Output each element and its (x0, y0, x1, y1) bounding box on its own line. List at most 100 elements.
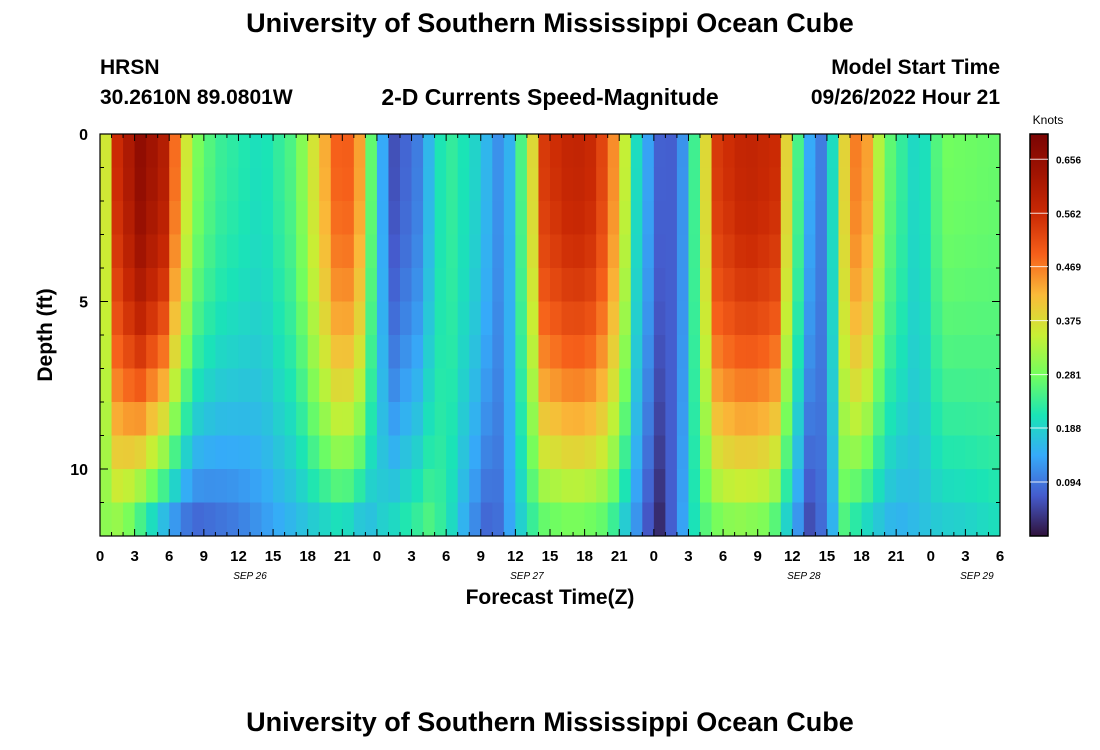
heatmap-cell (238, 435, 251, 470)
heatmap-cell (688, 234, 701, 269)
heatmap-cell (261, 402, 274, 436)
heatmap-cell (400, 368, 412, 403)
heatmap-cell (100, 234, 112, 269)
heatmap-cell (723, 201, 736, 235)
heatmap-cell (180, 268, 193, 302)
heatmap-cell (919, 335, 932, 369)
heatmap-cell (815, 301, 828, 336)
heatmap-cell (780, 435, 793, 470)
heatmap-cell (803, 234, 816, 269)
heatmap-cell (930, 134, 943, 168)
heatmap-cell (550, 201, 562, 235)
heatmap-cell (630, 167, 643, 202)
heatmap-cell (296, 301, 309, 336)
heatmap-cell (400, 201, 412, 235)
heatmap-cell (169, 368, 182, 403)
heatmap-cell (411, 368, 424, 403)
heatmap-cell (515, 134, 528, 168)
heatmap-cell (561, 469, 574, 503)
heatmap-cell (942, 335, 955, 369)
heatmap-cell (100, 134, 112, 168)
heatmap-cell (550, 335, 562, 369)
heatmap-cell (988, 435, 1001, 470)
heatmap-cell (296, 134, 309, 168)
heatmap-cell (492, 368, 505, 403)
heatmap-cell (250, 167, 262, 202)
heatmap-cell (596, 368, 609, 403)
heatmap-cell (988, 301, 1001, 336)
heatmap-cell (226, 201, 239, 235)
heatmap-cell (550, 234, 562, 269)
heatmap-cell (573, 435, 586, 470)
heatmap-cell (157, 268, 170, 302)
heatmap-cell (365, 301, 378, 336)
heatmap-cell (769, 368, 782, 403)
heatmap-cell (423, 368, 436, 403)
heatmap-cell (203, 201, 216, 235)
heatmap-cell (746, 268, 759, 302)
heatmap-cell (953, 402, 966, 436)
heatmap-cell (215, 335, 228, 369)
heatmap-cell (873, 134, 886, 168)
heatmap-cell (711, 268, 724, 302)
heatmap-cell (861, 435, 874, 470)
heatmap-cell (930, 301, 943, 336)
heatmap-cell (388, 502, 401, 537)
heatmap-cell (146, 201, 159, 235)
heatmap-cell (284, 134, 297, 168)
heatmap-cell (607, 167, 620, 202)
heatmap-cell (469, 435, 482, 470)
heatmap-cell (146, 335, 159, 369)
heatmap-cell (642, 134, 655, 168)
heatmap-cell (503, 201, 516, 235)
heatmap-cell (942, 134, 955, 168)
heatmap-cell (584, 234, 597, 269)
heatmap-cell (630, 268, 643, 302)
heatmap-cell (261, 201, 274, 235)
heatmap-cell (469, 402, 482, 436)
heatmap-cell (607, 301, 620, 336)
heatmap-cell (319, 502, 332, 537)
heatmap-cell (215, 435, 228, 470)
heatmap-cell (919, 435, 932, 470)
heatmap-cell (919, 268, 932, 302)
heatmap-cell (930, 234, 943, 269)
heatmap-cell (850, 368, 862, 403)
x-tick-label: 15 (265, 548, 282, 565)
heatmap-cell (573, 335, 586, 369)
colorbar-tick-label: 0.656 (1056, 155, 1081, 166)
heatmap-cell (780, 301, 793, 336)
heatmap-cell (111, 435, 124, 470)
heatmap-cell (169, 502, 182, 537)
heatmap-cell (976, 301, 989, 336)
x-tick-label: 18 (853, 548, 870, 565)
heatmap-cell (192, 134, 205, 168)
heatmap-cell (976, 201, 989, 235)
heatmap-cell (607, 268, 620, 302)
heatmap-cell (930, 201, 943, 235)
heatmap-cell (526, 435, 539, 470)
heatmap-cell (584, 469, 597, 503)
heatmap-cell (861, 301, 874, 336)
heatmap-cell (896, 502, 909, 537)
x-date-label: SEP 26 (233, 571, 267, 582)
heatmap-cell (988, 167, 1001, 202)
heatmap-cell (434, 469, 447, 503)
heatmap-cell (388, 201, 401, 235)
heatmap-cell (792, 134, 805, 168)
heatmap-cell (676, 134, 689, 168)
heatmap-cell (400, 167, 412, 202)
heatmap-cell (284, 201, 297, 235)
heatmap-cell (665, 502, 678, 537)
heatmap-cell (769, 469, 782, 503)
heatmap-cell (919, 167, 932, 202)
heatmap-cell (515, 234, 528, 269)
heatmap-cell (769, 402, 782, 436)
heatmap-cell (434, 201, 447, 235)
heatmap-cell (215, 201, 228, 235)
heatmap-cell (250, 402, 262, 436)
heatmap-cell (169, 234, 182, 269)
heatmap-cell (723, 402, 736, 436)
heatmap-cell (180, 469, 193, 503)
heatmap-cell (273, 435, 286, 470)
